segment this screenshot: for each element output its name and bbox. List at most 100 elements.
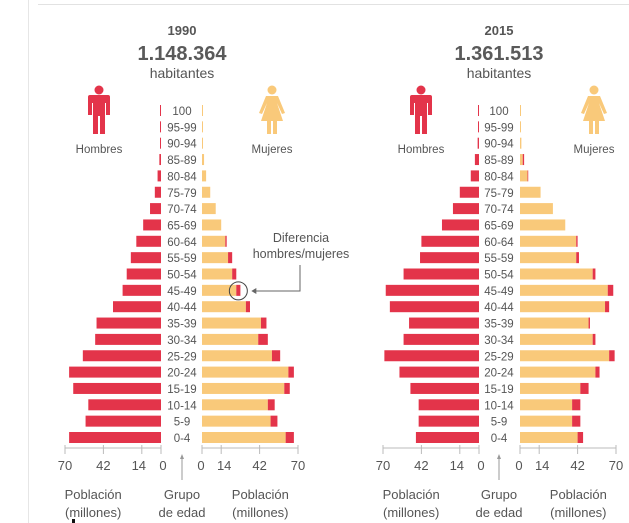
men-label: Hombres: [76, 144, 123, 156]
men-tick-label: 70: [58, 458, 72, 473]
women-bar: [202, 382, 285, 394]
women-axis-title: Población: [550, 487, 607, 502]
men-axis-title: Población: [65, 487, 122, 502]
man-head: [94, 85, 104, 95]
age-group-label: 10-14: [167, 400, 197, 412]
age-group-label: 60-64: [484, 237, 514, 249]
difference-bar: [576, 235, 578, 247]
women-tick-label: 70: [609, 458, 623, 473]
man-body: [410, 95, 432, 134]
age-group-label: 20-24: [484, 368, 514, 380]
men-bar: [409, 317, 479, 329]
women-bar: [202, 333, 259, 345]
men-tick-label: 14: [450, 458, 464, 473]
age-group-label: 70-74: [484, 204, 514, 216]
difference-bar: [592, 268, 596, 280]
women-axis-unit: (millones): [232, 505, 288, 520]
age-group-label: 50-54: [484, 270, 514, 282]
men-axis-title: Población: [383, 487, 440, 502]
age-group-label: 95-99: [167, 122, 196, 134]
men-axis-unit: (millones): [383, 505, 439, 520]
age-group-label: 65-69: [484, 220, 513, 232]
women-bar: [520, 186, 541, 198]
men-axis-unit: (millones): [65, 505, 121, 520]
difference-bar: [580, 382, 589, 394]
age-group-label: 50-54: [167, 270, 197, 282]
women-bar: [202, 415, 271, 427]
women-tick-label: 0: [197, 458, 204, 473]
women-bar: [520, 268, 593, 280]
women-bar: [202, 301, 246, 313]
women-axis-unit: (millones): [550, 505, 606, 520]
annotation-leader-line: [254, 265, 301, 292]
age-group-label: 45-49: [167, 286, 196, 298]
age-group-label: 80-84: [484, 171, 514, 183]
difference-bar: [576, 252, 579, 264]
women-bar: [520, 252, 577, 264]
men-bar: [477, 137, 479, 149]
annotation-circle: [228, 281, 248, 301]
women-tick-label: 14: [217, 458, 231, 473]
frame-top-border: [38, 4, 629, 5]
women-bar: [520, 382, 581, 394]
age-group-label: 40-44: [484, 302, 514, 314]
age-group-label: 5-9: [174, 417, 191, 429]
women-label: Mujeres: [574, 144, 615, 156]
women-bar: [202, 203, 216, 215]
difference-bar: [284, 382, 290, 394]
difference-bar: [225, 235, 227, 247]
women-tick-label: 42: [570, 458, 584, 473]
difference-bar: [267, 399, 275, 411]
age-group-label: 25-29: [167, 351, 196, 363]
women-bar: [520, 432, 578, 443]
age-group-label: 85-89: [167, 155, 196, 167]
age-group-label: 35-39: [167, 319, 196, 331]
men-tick-label: 0: [159, 458, 166, 473]
men-tick-label: 14: [132, 458, 146, 473]
men-bar: [441, 219, 479, 231]
women-bar: [520, 301, 606, 313]
difference-bar: [258, 333, 268, 345]
difference-bar: [288, 366, 294, 378]
man-head: [416, 85, 426, 95]
men-bar: [130, 252, 161, 264]
men-tick-label: 42: [96, 458, 110, 473]
difference-bar: [260, 317, 267, 329]
age-group-label: 30-34: [484, 335, 514, 347]
man-figure-icon: [88, 85, 110, 134]
women-bar: [520, 333, 593, 345]
women-bar: [520, 415, 573, 427]
men-bar: [403, 333, 479, 345]
men-bar: [159, 154, 161, 166]
men-bar: [415, 432, 479, 443]
age-group-label: 40-44: [167, 302, 197, 314]
men-tick-label: 0: [477, 458, 484, 473]
difference-bar: [285, 432, 294, 443]
chart-title-year: 2015: [485, 23, 514, 38]
age-group-label: 90-94: [167, 139, 197, 151]
women-bar: [520, 284, 608, 296]
difference-bar: [607, 284, 614, 296]
age-group-label: 55-59: [167, 253, 196, 265]
difference-bar: [577, 432, 584, 443]
men-bar: [384, 350, 479, 362]
age-group-label: 0-4: [174, 433, 191, 445]
population-total: 1.148.364: [138, 43, 228, 65]
men-bar: [96, 317, 161, 329]
women-bar: [520, 366, 596, 378]
chart-title-year: 1990: [168, 23, 197, 38]
men-bar: [418, 415, 479, 427]
age-group-label: 25-29: [484, 351, 513, 363]
age-group-label: 60-64: [167, 237, 197, 249]
man-body: [88, 95, 110, 134]
difference-bar: [592, 333, 596, 345]
women-bar: [202, 284, 237, 296]
women-bar: [520, 317, 589, 329]
difference-bar: [609, 350, 615, 362]
age-group-label: 10-14: [484, 400, 514, 412]
men-bar: [421, 235, 479, 247]
women-bar: [520, 105, 521, 116]
difference-bar: [527, 170, 529, 182]
